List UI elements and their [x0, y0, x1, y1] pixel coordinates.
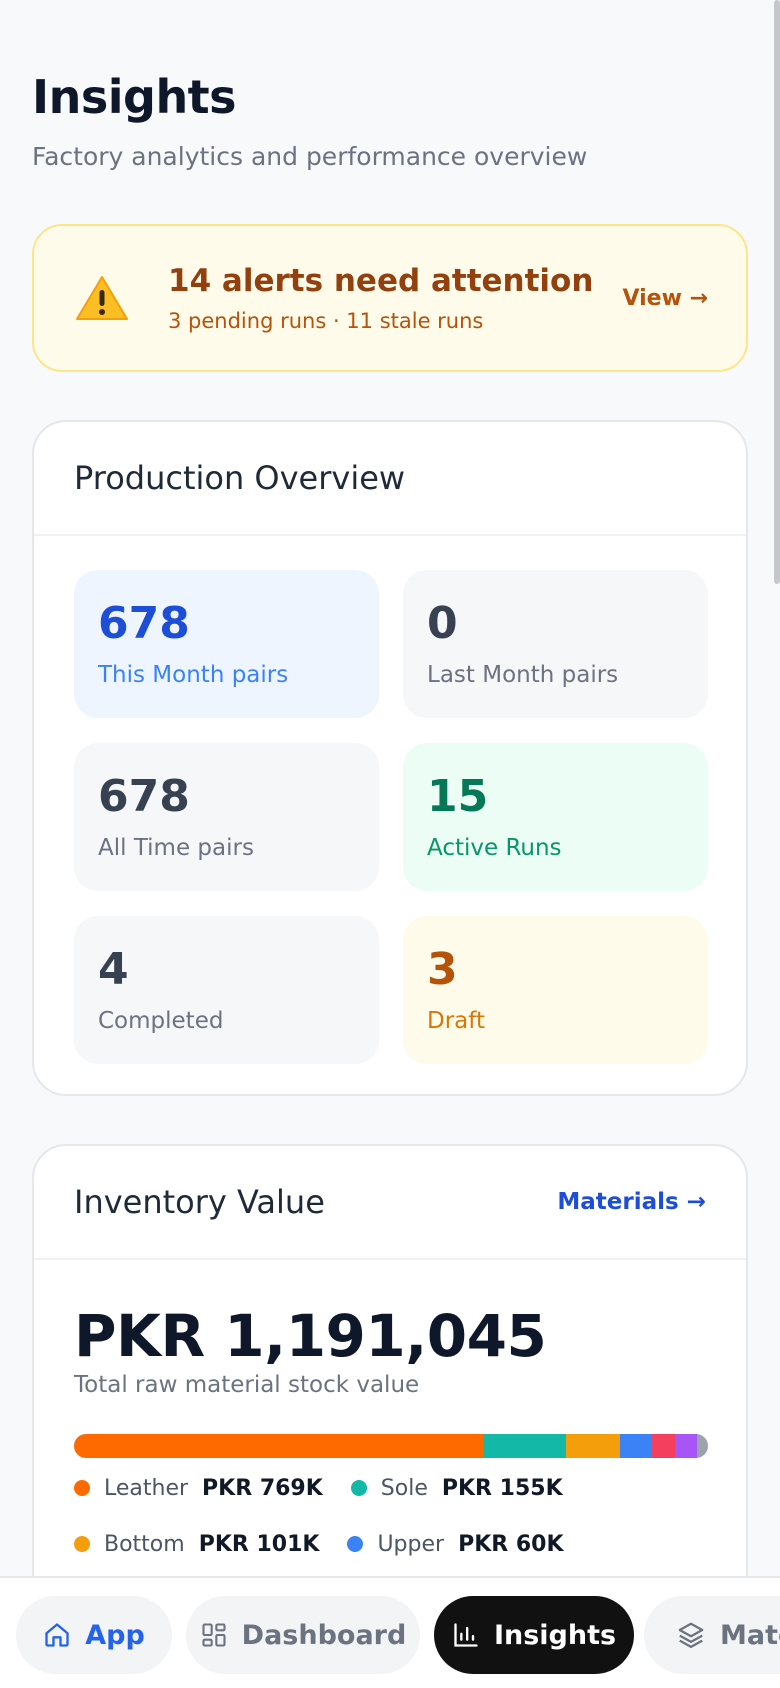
legend-item: Upper PKR 60K	[347, 1528, 564, 1560]
scrollbar-thumb[interactable]	[774, 0, 780, 584]
inventory-bar-segment	[74, 1434, 484, 1458]
nav-label: App	[85, 1619, 145, 1651]
stat-this-month: 678 This Month pairs	[74, 570, 379, 718]
stat-value: 4	[98, 944, 129, 995]
stat-label: Last Month pairs	[427, 662, 619, 689]
stat-value: 678	[98, 771, 190, 822]
stat-value: 678	[98, 598, 190, 649]
materials-link[interactable]: Materials →	[557, 1189, 706, 1215]
stat-label: This Month pairs	[98, 662, 289, 689]
nav-insights[interactable]: Insights	[434, 1596, 634, 1674]
legend-dot	[347, 1536, 364, 1552]
bottom-nav: App Dashboard Insights	[0, 1576, 780, 1688]
card-title: Production Overview	[74, 459, 406, 497]
stat-value: 0	[427, 598, 458, 649]
alerts-banner[interactable]: 14 alerts need attention 3 pending runs …	[32, 224, 748, 372]
legend-dot	[74, 1480, 90, 1496]
inventory-bar-segment	[696, 1434, 708, 1458]
nav-dashboard[interactable]: Dashboard	[186, 1596, 420, 1674]
stat-active-runs: 15 Active Runs	[403, 743, 708, 891]
legend-item: Bottom PKR 101K	[74, 1528, 319, 1560]
page-title: Insights	[32, 70, 237, 124]
inventory-bar-segment	[483, 1434, 566, 1458]
nav-label: Insights	[493, 1619, 617, 1651]
view-alerts-link[interactable]: View →	[622, 285, 708, 311]
card-title: Inventory Value	[74, 1183, 325, 1221]
stat-label: Draft	[427, 1008, 485, 1035]
card-header: Production Overview	[34, 422, 746, 536]
inventory-bar-segment	[565, 1434, 620, 1458]
inventory-legend: Leather PKR 769K Sole PKR 155K Bottom PKR 101…	[74, 1472, 714, 1560]
grid-icon	[200, 1621, 228, 1649]
stat-label: All Time pairs	[98, 835, 254, 862]
nav-label: Materials	[720, 1619, 780, 1651]
stat-value: 3	[427, 944, 458, 995]
legend-name: Leather	[104, 1475, 189, 1501]
alert-title: 14 alerts need attention	[168, 263, 594, 299]
alert-subtitle: 3 pending runs · 11 stale runs	[168, 309, 484, 333]
legend-value: PKR 101K	[198, 1531, 320, 1557]
alert-text: 14 alerts need attention 3 pending runs …	[168, 263, 622, 333]
page-header: Insights Factory analytics and performan…	[32, 70, 587, 171]
legend-item: Leather PKR 769K	[74, 1472, 323, 1504]
inventory-breakdown-bar	[74, 1434, 708, 1458]
stat-label: Active Runs	[427, 835, 562, 862]
legend-value: PKR 60K	[458, 1531, 564, 1557]
legend-name: Sole	[380, 1475, 428, 1501]
legend-dot	[74, 1536, 90, 1552]
stat-label: Completed	[98, 1008, 224, 1035]
inventory-bar-segment	[651, 1434, 676, 1458]
stat-draft: 3 Draft	[403, 916, 708, 1064]
nav-app[interactable]: App	[16, 1596, 172, 1674]
production-overview-card: Production Overview 678 This Month pairs…	[32, 420, 748, 1096]
bar-chart-icon	[452, 1621, 480, 1649]
stat-last-month: 0 Last Month pairs	[403, 570, 708, 718]
legend-dot	[350, 1480, 367, 1496]
stat-completed: 4 Completed	[74, 916, 379, 1064]
legend-value: PKR 769K	[202, 1475, 323, 1501]
nav-label: Dashboard	[241, 1619, 407, 1651]
warning-icon	[76, 276, 128, 320]
stat-all-time: 678 All Time pairs	[74, 743, 379, 891]
legend-item: Sole PKR 155K	[350, 1472, 563, 1504]
legend-name: Upper	[377, 1531, 445, 1557]
card-header: Inventory Value Materials →	[34, 1146, 746, 1260]
legend-value: PKR 155K	[441, 1475, 563, 1501]
layers-icon	[676, 1620, 706, 1650]
inventory-bar-segment	[619, 1434, 652, 1458]
inventory-caption: Total raw material stock value	[74, 1372, 420, 1398]
page-subtitle: Factory analytics and performance overvi…	[32, 142, 588, 171]
inventory-bar-segment	[675, 1434, 697, 1458]
stat-value: 15	[427, 771, 489, 822]
home-icon	[43, 1621, 71, 1649]
stat-grid: 678 This Month pairs 0 Last Month pairs …	[74, 570, 708, 1064]
legend-name: Bottom	[104, 1531, 185, 1557]
nav-materials[interactable]: Materials	[644, 1596, 780, 1674]
inventory-total: PKR 1,191,045	[74, 1302, 547, 1370]
